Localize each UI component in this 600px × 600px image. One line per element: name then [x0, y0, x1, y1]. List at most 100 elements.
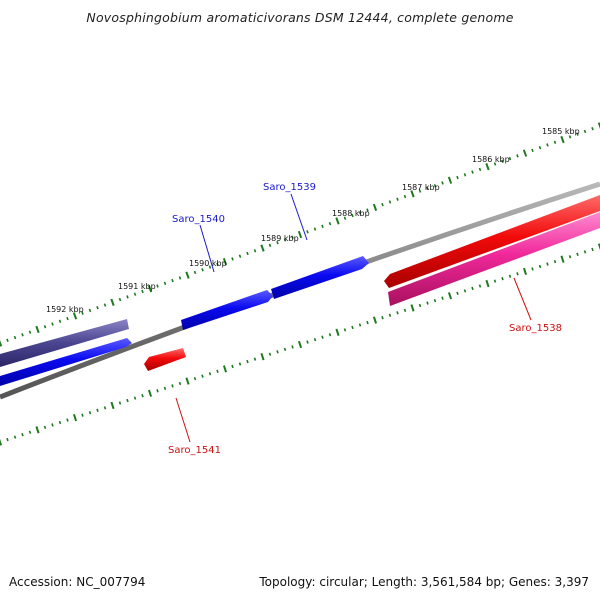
outer-tick-mark	[268, 243, 272, 248]
outer-tick-mark	[208, 265, 212, 269]
inner-tick-mark	[553, 259, 557, 264]
outer-tick-mark	[0, 340, 3, 347]
inner-tick-mark	[72, 413, 78, 422]
outer-tick-mark	[560, 135, 565, 144]
outer-tick-ring	[0, 122, 600, 347]
inner-tick-mark	[441, 296, 444, 300]
outer-tick-mark	[118, 297, 122, 302]
outer-tick-mark	[366, 208, 369, 212]
outer-tick-mark	[43, 325, 47, 329]
gene-arrow-saro-1539[interactable]	[271, 256, 369, 299]
inner-tick-mark	[201, 374, 204, 378]
inner-tick-mark	[21, 433, 24, 437]
outer-tick-mark	[441, 181, 444, 185]
outer-tick-mark	[591, 127, 594, 131]
inner-tick-mark	[568, 255, 572, 259]
inner-tick-mark	[343, 328, 347, 332]
outer-tick-mark	[58, 319, 62, 323]
gene-arrow-saro-1540[interactable]	[181, 290, 273, 330]
inner-tick-mark	[260, 353, 265, 361]
inner-tick-mark	[178, 381, 182, 386]
inner-tick-mark	[126, 398, 129, 403]
leader-line-saro-1538	[513, 277, 532, 321]
tick-label-1590: 1590 kbp	[189, 259, 227, 268]
inner-tick-mark	[110, 401, 115, 410]
inner-tick-mark	[313, 337, 317, 342]
inner-tick-mark	[253, 357, 257, 361]
outer-tick-mark	[72, 312, 78, 320]
gene-arrow-saro-1538-red[interactable]	[384, 195, 600, 288]
outer-tick-mark	[141, 289, 144, 294]
inner-tick-mark	[268, 352, 272, 356]
outer-tick-mark	[546, 143, 549, 147]
gene-label-saro-1538[interactable]: Saro_1538	[509, 323, 562, 334]
gene-label-saro-1540[interactable]: Saro_1540	[172, 214, 225, 225]
gene-arrow-forward-dark[interactable]	[0, 319, 129, 367]
outer-tick-mark	[372, 203, 378, 212]
outer-tick-mark	[253, 249, 257, 253]
outer-tick-mark	[103, 303, 107, 307]
map-title: Novosphingobium aromaticivorans DSM 1244…	[86, 10, 514, 25]
inner-tick-mark	[471, 286, 474, 291]
genome-backbone	[0, 181, 600, 400]
inner-tick-mark	[0, 438, 3, 446]
inner-tick-mark	[171, 384, 174, 388]
tick-label-1591: 1591 kbp	[118, 282, 156, 291]
inner-tick-mark	[222, 365, 228, 373]
outer-tick-mark	[147, 285, 153, 293]
inner-tick-mark	[531, 267, 534, 271]
leader-line-saro-1541	[175, 397, 191, 443]
outer-tick-mark	[508, 156, 512, 161]
outer-tick-mark	[28, 330, 32, 334]
outer-tick-mark	[81, 311, 84, 315]
outer-tick-mark	[343, 216, 347, 220]
accession-text: Accession: NC_007794	[9, 575, 146, 589]
inner-tick-mark	[358, 323, 362, 327]
inner-tick-mark	[403, 308, 407, 313]
outer-tick-mark	[493, 162, 497, 166]
inner-tick-mark	[208, 372, 212, 376]
outer-tick-mark	[238, 254, 242, 258]
outer-tick-mark	[313, 227, 317, 231]
inner-tick-mark	[103, 406, 107, 410]
outer-tick-mark	[178, 276, 182, 280]
inner-tick-mark	[216, 369, 219, 373]
inner-tick-mark	[493, 279, 497, 283]
gene-label-saro-1541[interactable]: Saro_1541	[168, 445, 221, 456]
outer-tick-mark	[96, 306, 99, 310]
outer-tick-mark	[201, 268, 204, 272]
outer-tick-mark	[531, 148, 534, 153]
outer-tick-mark	[516, 154, 519, 158]
outer-tick-mark	[21, 333, 24, 337]
gene-arrow-saro-1538[interactable]	[388, 212, 600, 306]
outer-tick-mark	[485, 163, 490, 171]
inner-tick-ring	[0, 243, 600, 446]
inner-tick-mark	[372, 316, 378, 324]
tick-label-1587: 1587 kbp	[402, 183, 440, 192]
inner-tick-mark	[396, 311, 399, 315]
gene-arrow-forward-1[interactable]	[0, 338, 132, 386]
leader-line-saro-1539	[290, 193, 308, 241]
outer-tick-mark	[381, 202, 384, 207]
outer-tick-mark	[396, 197, 399, 201]
inner-tick-mark	[81, 413, 84, 417]
gene-label-saro-1539[interactable]: Saro_1539	[263, 182, 316, 193]
outer-tick-mark	[358, 211, 362, 215]
outer-tick-mark	[306, 230, 309, 234]
tick-label-1592: 1592 kbp	[46, 305, 84, 314]
inner-tick-mark	[6, 437, 9, 442]
outer-tick-mark	[193, 270, 197, 275]
inner-tick-mark	[351, 325, 354, 330]
outer-tick-mark	[291, 235, 294, 239]
outer-tick-mark	[88, 308, 92, 313]
gene-arrow-saro-1541[interactable]	[144, 348, 186, 371]
inner-tick-mark	[583, 250, 587, 254]
inner-tick-mark	[28, 430, 32, 434]
tick-label-1589: 1589 kbp	[261, 234, 299, 243]
inner-tick-mark	[335, 328, 340, 336]
inner-tick-mark	[546, 262, 549, 266]
outer-tick-mark	[13, 335, 17, 340]
outer-tick-mark	[433, 183, 437, 188]
inner-tick-mark	[276, 350, 279, 354]
